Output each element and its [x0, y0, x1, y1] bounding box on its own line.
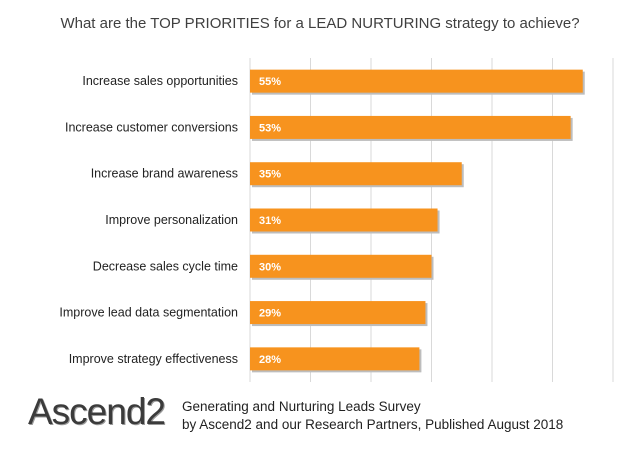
category-label: Increase customer conversions	[65, 120, 238, 134]
source-note: Generating and Nurturing Leads Survey by…	[182, 398, 563, 434]
bars: 55% 53% 35% 31% 30% 29% 28%	[250, 69, 585, 373]
chart-title: What are the TOP PRIORITIES for a LEAD N…	[60, 15, 580, 32]
data-label: 28%	[259, 354, 281, 366]
data-label: 30%	[259, 261, 281, 273]
data-label: 35%	[259, 169, 281, 181]
category-label: Improve personalization	[105, 213, 238, 227]
category-label: Increase sales opportunities	[82, 74, 238, 88]
category-label: Improve lead data segmentation	[59, 306, 238, 320]
data-label: 29%	[259, 308, 281, 320]
bar-chart: 55% 53% 35% 31% 30% 29% 28% Increase sales opp…	[59, 58, 614, 382]
data-label: 31%	[259, 215, 281, 227]
bar	[250, 162, 462, 186]
bar	[250, 301, 426, 325]
bar	[250, 69, 583, 93]
data-label: 55%	[259, 76, 281, 88]
source-line-2: by Ascend2 and our Research Partners, Pu…	[182, 417, 564, 432]
bar	[250, 208, 438, 232]
category-label: Decrease sales cycle time	[93, 259, 238, 273]
source-line-1: Generating and Nurturing Leads Survey	[182, 399, 421, 414]
bar	[250, 115, 571, 139]
category-labels: Increase sales opportunities Increase cus…	[59, 74, 238, 366]
data-label: 53%	[259, 122, 281, 134]
bar	[250, 347, 420, 371]
ascend2-logo: Ascend2	[28, 391, 166, 432]
bar	[250, 254, 432, 278]
category-label: Increase brand awareness	[91, 167, 238, 181]
category-label: Improve strategy effectiveness	[69, 352, 238, 366]
